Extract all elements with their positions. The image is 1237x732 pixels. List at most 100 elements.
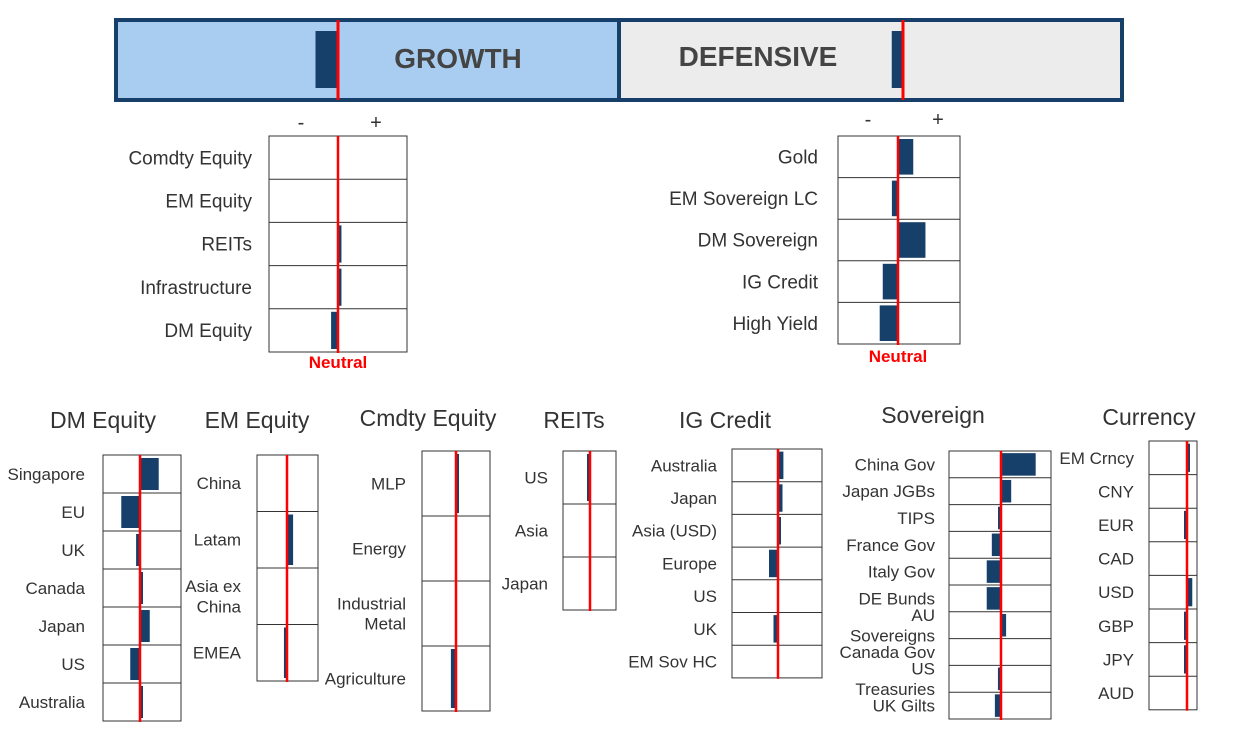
category-label: Infrastructure (140, 278, 252, 299)
defensive-tilt-bar (891, 31, 903, 88)
category-label: Gold (778, 147, 818, 168)
bar-japan-jgbs (1001, 479, 1012, 503)
category-label: US (61, 655, 85, 674)
sovereign-panel: China Gov Japan JGBs TIPS France Gov Italy G… (840, 450, 1052, 720)
category-label: DM Sovereign (698, 231, 818, 252)
sovereign-title: Sovereign (881, 402, 985, 428)
category-label: EM Sovereign LC (669, 189, 818, 210)
bar-japan (778, 484, 783, 512)
bar-us-treasuries (997, 667, 1001, 691)
growth-pos-label: + (370, 112, 382, 134)
category-label: MLP (371, 474, 406, 493)
growth-panel (114, 18, 621, 102)
bar-latam (287, 514, 294, 565)
category-label: Canada Gov (840, 643, 936, 662)
category-label: US (524, 468, 548, 487)
bar-infrastructure (338, 268, 342, 306)
bar-de-bunds (986, 587, 1001, 610)
category-label: JPY (1103, 650, 1134, 669)
bar-gold (898, 139, 914, 175)
reits-title: REITs (543, 407, 604, 433)
category-label: US (693, 587, 717, 606)
category-label: AUD (1098, 684, 1134, 703)
category-label: Europe (662, 554, 717, 573)
category-label: Italy Gov (868, 563, 936, 582)
bar-us (130, 648, 140, 680)
bar-tips (998, 506, 1001, 530)
bar-singapore (140, 458, 159, 490)
category-label: EU (61, 503, 85, 522)
bar-eur (1184, 510, 1187, 540)
growth-label: GROWTH (394, 43, 522, 74)
growth-neg-label: - (298, 112, 305, 134)
bar-uk (136, 534, 140, 566)
dm-equity-title: DM Equity (50, 407, 157, 433)
category-label: China (197, 474, 242, 493)
category-label: US Treasuries (855, 660, 935, 699)
category-label: EM Equity (165, 191, 252, 212)
category-label: Agriculture (325, 669, 406, 688)
category-label: Australia (19, 693, 86, 712)
growth-neutral-label: Neutral (309, 353, 368, 372)
category-label: Japan (671, 489, 717, 508)
bar-high-yield (879, 305, 898, 341)
currency-panel: EM Crncy CNY EUR CAD USD GBP JPY AUD (1059, 440, 1198, 711)
defensive-summary-panel: - + Neutral (865, 109, 944, 366)
defensive-panel (617, 18, 1124, 102)
category-label: USD (1098, 583, 1134, 602)
bar-em-crncy (1187, 443, 1190, 472)
category-label: Singapore (7, 465, 85, 484)
defensive-label: DEFENSIVE (679, 41, 838, 72)
category-label: France Gov (846, 536, 935, 555)
em-equity-title: EM Equity (205, 407, 310, 433)
defensive-panel: Gold EM Sovereign LC DM Sovereign IG Credit… (669, 135, 961, 345)
bar-ig-credit (882, 263, 898, 300)
category-label: AU Sovereigns (850, 606, 935, 645)
bar-japan (140, 610, 150, 642)
bar-australia (778, 451, 784, 480)
category-label: Japan (39, 617, 85, 636)
category-label: Industrial Metal (337, 594, 406, 633)
bar-uk-gilts (994, 694, 1001, 717)
cmdty-equity-panel: MLP Energy Industrial Metal Agriculture (325, 450, 491, 712)
currency-title: Currency (1102, 404, 1196, 430)
category-label: DE Bunds (858, 589, 935, 608)
growth-summary-panel: - + Neutral (298, 112, 382, 372)
top-banner: GROWTH DEFENSIVE (114, 18, 1124, 102)
ig-credit-panel: Australia Japan Asia (USD) Europe US UK EM Sov… (628, 448, 823, 679)
bar-france-gov (991, 533, 1001, 557)
bar-europe (769, 549, 778, 578)
allocation-panels: Comdty Equity EM Equity REITs Infrastructur… (7, 135, 1198, 722)
category-label: REITs (201, 235, 252, 256)
category-label: GBP (1098, 617, 1134, 636)
bar-eu (121, 496, 140, 528)
cmdty-equity-title: Cmdty Equity (360, 405, 497, 431)
category-label: EUR (1098, 516, 1134, 535)
category-label: UK (61, 541, 85, 560)
bar-emea (283, 627, 287, 678)
category-label: EM Crncy (1059, 449, 1134, 468)
category-label: UK (693, 620, 717, 639)
dm-equity-panel: Singapore EU UK Canada Japan US Australia (7, 454, 182, 722)
category-label: Asia ex China (185, 577, 241, 616)
defensive-neutral-label: Neutral (869, 347, 928, 366)
category-label: Latam (194, 531, 241, 550)
bar-gbp (1184, 611, 1187, 640)
category-label: CAD (1098, 550, 1134, 569)
bar-agriculture (450, 649, 456, 708)
bar-mlp (456, 454, 459, 513)
bar-dm-sovereign (898, 222, 926, 258)
category-label: Japan (502, 574, 548, 593)
category-label: EM Sov HC (628, 653, 717, 672)
bar-canada (140, 572, 143, 604)
bar-asia-usd- (778, 517, 781, 545)
category-label: Canada (25, 579, 85, 598)
category-label: EMEA (193, 644, 242, 663)
category-label: IG Credit (742, 272, 819, 293)
defensive-neg-label: - (865, 109, 872, 131)
bar-italy-gov (986, 560, 1001, 583)
bar-em-sovereign-lc (891, 180, 898, 217)
reits-panel: US Asia Japan (502, 450, 617, 611)
category-label: TIPS (897, 509, 935, 528)
